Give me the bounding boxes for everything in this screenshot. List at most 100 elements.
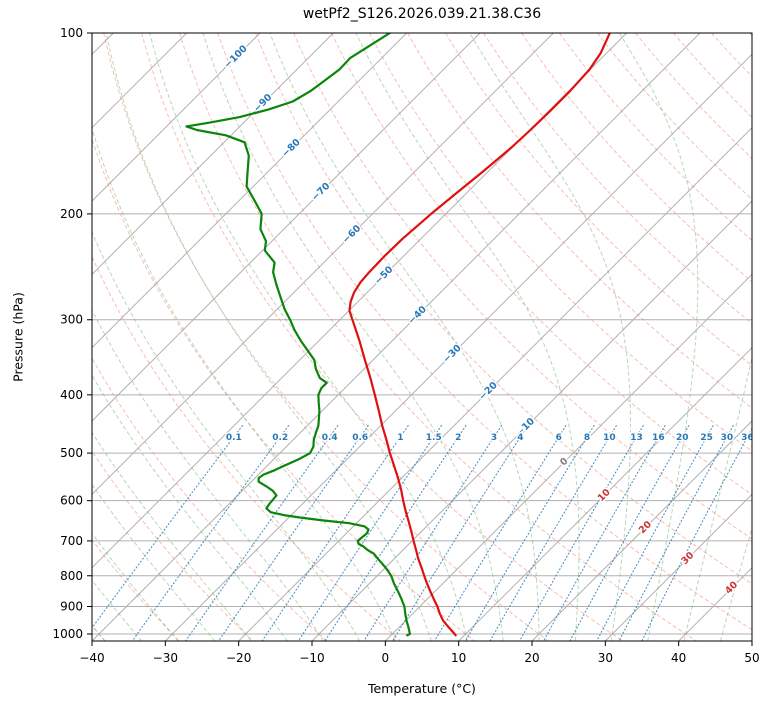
moist-adiabat-line: [105, 33, 432, 641]
isotherm-line: [92, 33, 701, 641]
x-tick-label: 30: [598, 651, 613, 665]
x-tick-label: 20: [524, 651, 539, 665]
x-tick-label: −30: [153, 651, 178, 665]
mixing-ratio-label: 4: [517, 433, 523, 443]
y-tick-label: 100: [60, 26, 83, 40]
y-tick-label: 900: [60, 599, 83, 613]
mixing-ratio-label: 1: [397, 433, 403, 443]
temperature-curve: [348, 33, 611, 637]
dry-adiabat-line: [597, 33, 752, 200]
isotherm-line: [92, 33, 481, 422]
mixing-ratio-label: 2: [455, 433, 461, 443]
dry-adiabat-line: [445, 33, 752, 367]
mixing-ratio-label: 0.6: [352, 433, 368, 443]
isotherm-line: [92, 33, 408, 349]
moist-adiabat-line: [92, 374, 288, 641]
mixing-ratio-label: 36: [741, 433, 754, 443]
dry-adiabat-line: [749, 33, 752, 37]
dry-adiabat-line: [92, 255, 402, 641]
mixing-ratio-line: [433, 425, 567, 641]
moist-adiabat-line: [469, 33, 631, 641]
x-axis-label: Temperature (°C): [368, 681, 476, 696]
mixing-ratio-label: 16: [652, 433, 665, 443]
dry-adiabat-line: [141, 33, 623, 641]
mixing-ratio-label: 20: [676, 433, 689, 443]
mixing-ratio-line: [92, 425, 243, 629]
y-tick-label: 1000: [52, 627, 83, 641]
moist-adiabat-line: [92, 308, 324, 641]
moist-adiabat-line: [92, 532, 179, 641]
y-axis-label: Pressure (hPa): [10, 292, 26, 382]
dry-adiabat-line: [331, 33, 752, 496]
isotherm-line: [531, 420, 752, 641]
dry-adiabat-line: [407, 33, 752, 409]
mixing-ratio-label: 13: [630, 433, 643, 443]
x-tick-label: −10: [299, 651, 324, 665]
mixing-ratio-label: 0.4: [322, 433, 338, 443]
plot-area: −100−90−80−70−60−50−40−30−20−10010203040…: [92, 33, 775, 641]
x-tick-label: 0: [382, 651, 390, 665]
mixing-ratio-line: [218, 425, 369, 641]
mixing-ratio-line: [185, 425, 339, 641]
mixing-ratio-line: [392, 425, 529, 641]
dry-adiabat-line: [255, 33, 752, 585]
dry-adiabat-line: [483, 33, 752, 325]
mixing-ratio-line: [261, 425, 409, 641]
plot-frame: [91, 32, 753, 642]
mixing-ratio-label: 0.1: [226, 433, 242, 443]
mixing-ratio-line: [569, 425, 690, 641]
moist-adiabat-line: [92, 431, 252, 641]
dry-adiabat-line: [711, 33, 752, 78]
dry-adiabat-line: [92, 137, 475, 641]
mixing-ratio-line: [543, 425, 666, 641]
y-tick-label: 800: [60, 569, 83, 583]
moist-adiabat-line: [92, 579, 142, 641]
moist-adiabat-line: [683, 355, 752, 641]
moist-adiabat-line: [92, 127, 396, 641]
dry-adiabat-line: [369, 33, 752, 452]
isotherm-line: [92, 33, 188, 129]
isotherm-line: [458, 346, 752, 641]
isotherm-label: −100: [222, 43, 250, 71]
moist-adiabat-line: [355, 33, 580, 641]
dry-adiabat-line: [521, 33, 752, 283]
chart-title: wetPf2_S126.2026.039.21.38.C36: [302, 6, 542, 22]
isotherm-line: [384, 273, 752, 641]
isotherm-line: [678, 566, 752, 641]
isotherm-line: [751, 640, 752, 641]
y-tick-label: 300: [60, 313, 83, 327]
y-tick-label: 400: [60, 388, 83, 402]
moist-adiabat-line: [92, 483, 216, 641]
mixing-ratio-line: [131, 425, 290, 641]
mixing-ratio-line: [363, 425, 503, 641]
moist-adiabat-line: [757, 33, 775, 641]
x-tick-label: 50: [744, 651, 759, 665]
mixing-ratio-line: [297, 425, 442, 641]
dry-adiabat-line: [179, 33, 697, 641]
mixing-ratio-label: 3: [491, 433, 497, 443]
x-tick-label: 40: [671, 651, 686, 665]
mixing-ratio-line: [618, 425, 734, 641]
mixing-ratio-label: 6: [556, 433, 562, 443]
moist-adiabat-line: [269, 33, 540, 641]
mixing-ratio-label: 10: [603, 433, 616, 443]
dry-adiabat-line: [92, 357, 328, 641]
mixing-ratio-line: [489, 425, 617, 641]
x-tick-label: 10: [451, 651, 466, 665]
isotherm-line: [92, 33, 334, 276]
moist-adiabat-line: [618, 33, 699, 641]
isotherm-line: [238, 126, 752, 641]
mixing-ratio-label: 0.2: [272, 433, 288, 443]
y-tick-label: 500: [60, 446, 83, 460]
dry-adiabat-line: [217, 33, 752, 631]
mixing-ratio-label: 1.5: [426, 433, 442, 443]
mixing-ratio-label: 30: [721, 433, 734, 443]
dry-adiabat-line: [293, 33, 752, 540]
y-tick-label: 700: [60, 534, 83, 548]
mixing-ratio-label: 8: [584, 433, 590, 443]
moist-adiabat-line: [149, 33, 468, 641]
mixing-ratio-line: [519, 425, 644, 641]
moist-adiabat-line: [720, 526, 752, 641]
